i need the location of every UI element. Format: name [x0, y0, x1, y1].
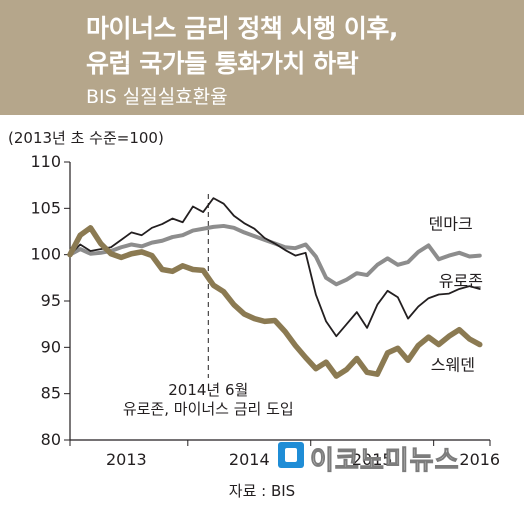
y-tick-label: 105 — [30, 198, 61, 217]
y-axis-unit-label: (2013년 초 수준=100) — [8, 129, 164, 147]
y-tick-label: 85 — [41, 384, 61, 403]
y-tick-label: 110 — [30, 152, 61, 171]
y-tick-label: 90 — [41, 337, 61, 356]
watermark-text: 이코노미뉴스 — [310, 446, 460, 477]
x-tick-label: 2015 — [352, 450, 393, 469]
annotation-text-line1: 2014년 6월 — [168, 381, 248, 399]
x-tick-label: 2016 — [459, 450, 500, 469]
annotation-text-line2: 유로존, 마이너스 금리 도입 — [123, 400, 294, 418]
header-banner: 마이너스 금리 정책 시행 이후, 유럽 국가들 통화가치 하락 BIS 실질실… — [0, 0, 524, 115]
series-label-3: 스웨덴 — [431, 356, 475, 375]
chart-subtitle: BIS 실질실효환율 — [86, 86, 228, 108]
series-line-2 — [69, 197, 481, 338]
y-tick-label: 80 — [41, 430, 61, 449]
series-label-2: 유로존 — [439, 272, 483, 291]
news-logo-icon — [278, 442, 304, 468]
chart-title-line1: 마이너스 금리 정책 시행 이후, — [86, 14, 398, 43]
series-label-1: 덴마크 — [429, 214, 473, 233]
x-tick-label: 2014 — [229, 450, 270, 469]
y-tick-label: 100 — [30, 245, 61, 264]
source-label: 자료 : BIS — [228, 482, 296, 500]
watermark-logo: 이코노미뉴스 — [276, 440, 476, 477]
chart-title-line2: 유럽 국가들 통화가치 하락 — [86, 49, 359, 78]
series-line-3 — [67, 225, 483, 379]
y-tick-label: 95 — [41, 291, 61, 310]
x-tick-label: 2013 — [106, 450, 147, 469]
